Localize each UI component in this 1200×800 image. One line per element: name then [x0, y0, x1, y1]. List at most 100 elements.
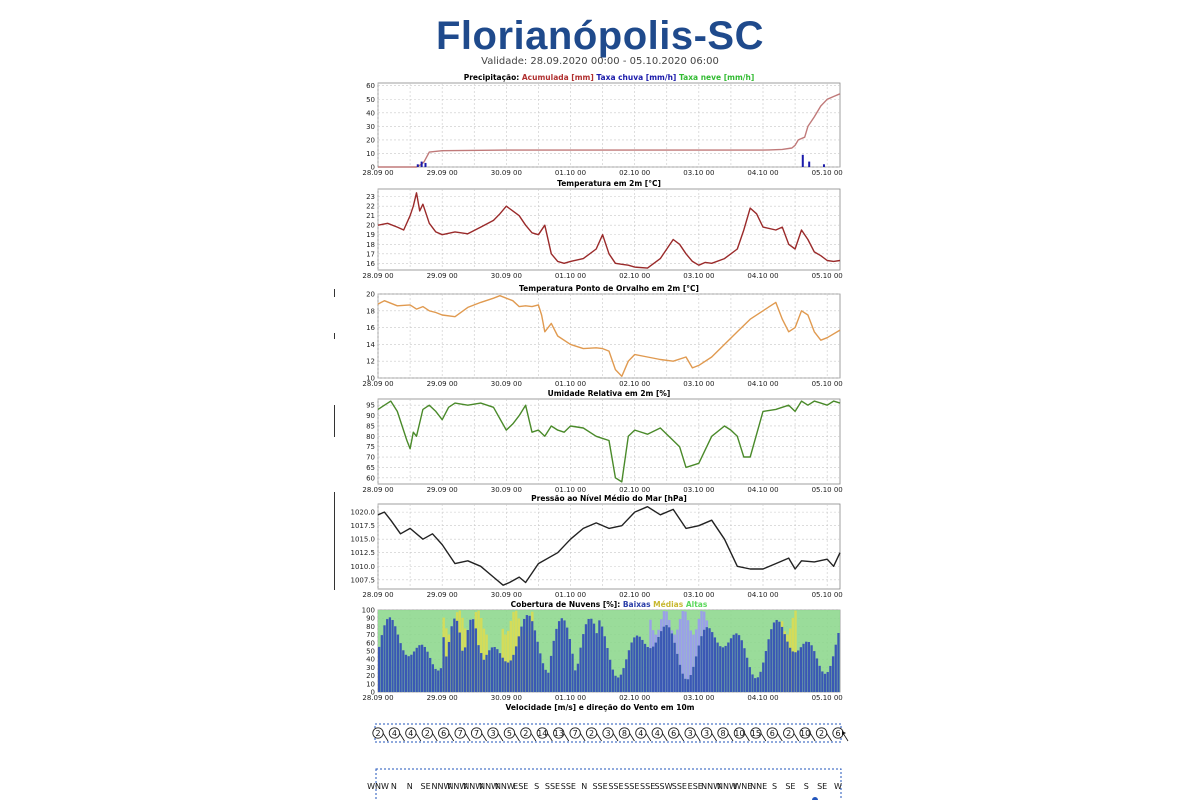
cloud-low-bar: [732, 634, 735, 692]
panel-title: Pressão ao Nível Médio do Mar [hPa]: [531, 494, 687, 503]
wind-speed-label: 7: [573, 729, 578, 738]
y-tick-label: 90: [366, 615, 375, 623]
wind-direction-label: N: [407, 782, 413, 791]
wind-arrow: [596, 732, 602, 742]
cloud-low-bar: [584, 624, 588, 692]
series-line: [377, 295, 841, 377]
wind-direction-label: NNW: [447, 782, 467, 791]
cloud-low-bar: [378, 646, 381, 692]
cloud-low-bar: [692, 666, 695, 692]
wind-speed-label: 3: [688, 729, 693, 738]
cloud-low-bar: [566, 627, 569, 692]
y-tick-label: 20: [366, 136, 375, 144]
wind-arrow: [431, 732, 438, 742]
x-tick-label: 04.10 00: [747, 169, 778, 177]
cloud-low-bar: [780, 626, 784, 692]
x-tick-label: 30.09 00: [491, 169, 522, 177]
wind-direction-label: SSE: [592, 782, 607, 791]
x-tick-label: 28.09 00: [362, 694, 393, 702]
cloud-low-bar: [694, 656, 698, 692]
wind-direction-label: SSE: [608, 782, 623, 791]
cloud-mid-bar: [681, 610, 684, 692]
wind-speed-circle: [815, 727, 828, 739]
left-edge-mark: [334, 405, 335, 437]
wind-arrow: [744, 732, 750, 742]
precip-bar: [416, 164, 419, 167]
y-tick-label: 20: [366, 672, 375, 680]
wind-speed-circle: [700, 727, 713, 739]
wind-speed-label: 4: [655, 729, 660, 738]
wind-arrow: [481, 732, 487, 742]
wind-direction-label: WNE: [733, 782, 752, 791]
wind-speed-label: 8: [720, 729, 725, 738]
cloud-low-bar: [404, 654, 408, 692]
wind-speed-label: 15: [751, 729, 761, 738]
wind-arrow: [497, 732, 504, 742]
panel-title-part: Taxa neve [mm/h]: [679, 73, 754, 82]
wind-speed-circle: [783, 727, 795, 739]
wind-direction-label: SE: [817, 782, 827, 791]
y-tick-label: 20: [366, 222, 375, 230]
x-tick-label: 05.10 00: [812, 694, 843, 702]
cloud-low-bar: [700, 636, 703, 692]
wind-speed-label: 7: [474, 729, 479, 738]
panel-title: Umidade Relativa em 2m [%]: [548, 389, 671, 398]
wind-speed-label: 6: [770, 729, 775, 738]
cloud-low-bar: [609, 659, 612, 692]
y-tick-label: 1012.5: [351, 549, 376, 557]
cloud-low-bar: [474, 628, 477, 692]
wind-speed-label: 3: [704, 729, 709, 738]
cloud-low-bar: [506, 662, 510, 692]
cloud-low-bar: [442, 637, 445, 692]
wind-speed-circle: [520, 727, 532, 739]
precip-bar: [420, 161, 423, 167]
cloud-low-bar: [576, 663, 580, 692]
cloud-low-bar: [450, 626, 453, 692]
cloud-mid-bar: [689, 630, 692, 692]
cloud-low-bar: [697, 645, 700, 692]
cloud-low-bar: [412, 651, 416, 692]
cloud-low-bar: [455, 620, 459, 692]
y-tick-label: 18: [366, 241, 375, 249]
cloud-low-bar: [415, 647, 418, 692]
x-tick-label: 01.10 00: [555, 272, 586, 280]
cloud-low-bar: [641, 639, 644, 692]
validity-subtitle: Validade: 28.09.2020 00:00 - 05.10.2020 …: [481, 56, 719, 64]
y-tick-label: 17: [366, 250, 375, 258]
cloud-low-bar: [587, 618, 590, 692]
cloud-low-bar: [754, 678, 757, 692]
wind-speed-circle: [454, 727, 466, 739]
y-tick-label: 70: [366, 454, 375, 462]
cloud-low-bar: [638, 636, 641, 692]
x-tick-label: 30.09 00: [491, 272, 522, 280]
cloud-low-bar: [673, 642, 676, 692]
y-tick-label: 85: [366, 422, 375, 430]
x-tick-label: 01.10 00: [555, 169, 586, 177]
wind-arrow: [809, 732, 816, 742]
cloud-low-bar: [410, 654, 413, 692]
x-tick-label: 01.10 00: [555, 486, 586, 494]
wind-arrow: [546, 732, 553, 742]
wind-speed-label: 2: [425, 729, 430, 738]
wind-speed-circle: [733, 727, 746, 739]
panel-title-part: Altas: [686, 600, 708, 609]
wind-direction-label: WNW: [367, 782, 389, 791]
cloud-low-bar: [797, 650, 800, 692]
wind-arrow: [415, 732, 422, 742]
x-tick-label: 29.09 00: [427, 694, 458, 702]
y-tick-label: 60: [366, 639, 375, 647]
cloud-low-bar: [619, 674, 623, 692]
cloud-low-bar: [429, 657, 432, 692]
y-tick-label: 19: [366, 231, 375, 239]
cloud-low-bar: [735, 633, 738, 692]
cloud-low-bar: [721, 647, 725, 692]
cloud-low-bar: [826, 672, 829, 692]
wind-arrow: [629, 732, 635, 742]
wind-speed-label: 6: [835, 729, 840, 738]
cloud-low-bar: [396, 634, 400, 692]
wind-speed-label: 5: [507, 729, 512, 738]
plot-area: [377, 293, 841, 379]
y-tick-label: 12: [366, 358, 375, 366]
cloud-low-bar: [512, 654, 515, 692]
wind-marker-dot: [812, 797, 818, 800]
